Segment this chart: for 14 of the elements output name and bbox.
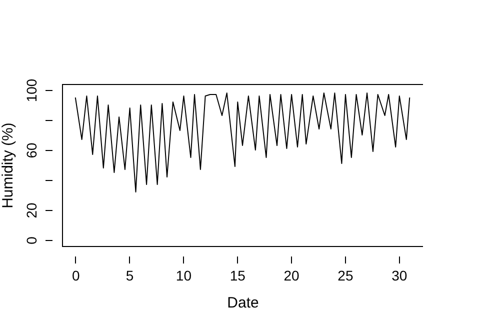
x-tick-label: 30 — [392, 268, 408, 284]
y-tick-label: 0 — [24, 236, 40, 244]
line-series — [74, 92, 410, 192]
x-tick-label: 0 — [72, 268, 80, 284]
x-tick-label: 15 — [230, 268, 246, 284]
x-axis-title: Date — [227, 294, 259, 312]
x-tick-label: 10 — [176, 268, 192, 284]
x-tick-label: 20 — [284, 268, 300, 284]
y-axis-title: Humidity (%) — [0, 122, 16, 208]
y-tick-label: 20 — [24, 202, 40, 218]
x-tick-label: 5 — [126, 268, 134, 284]
y-tick-label: 60 — [24, 142, 40, 158]
y-tick-label: 100 — [24, 78, 40, 102]
x-tick-label: 25 — [338, 268, 354, 284]
